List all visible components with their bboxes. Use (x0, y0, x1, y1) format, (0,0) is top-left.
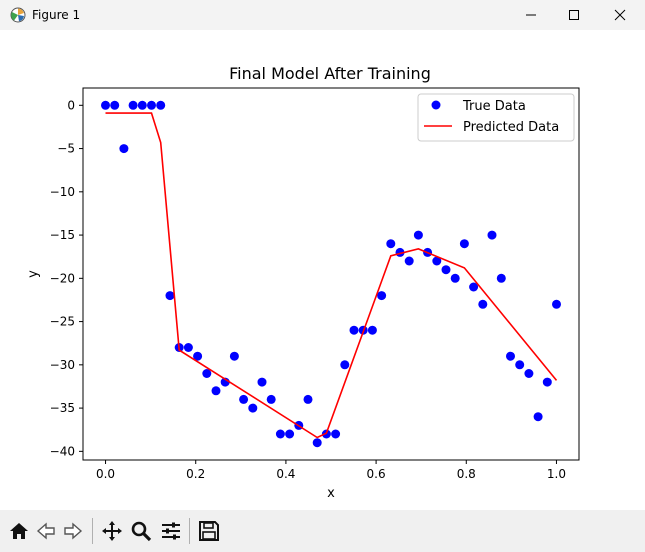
data-point (128, 100, 138, 110)
data-point (239, 394, 249, 404)
data-point (404, 256, 414, 266)
navigation-toolbar (0, 510, 645, 552)
close-button[interactable] (597, 0, 643, 30)
matplotlib-app-icon (10, 7, 26, 23)
data-point (285, 429, 295, 439)
data-point (248, 403, 258, 413)
data-point (542, 377, 552, 387)
minimize-button[interactable] (508, 0, 554, 30)
legend-marker-true-data (431, 100, 441, 110)
x-tick-label: 0.2 (186, 467, 205, 481)
data-point (432, 256, 442, 266)
y-tick-label: −35 (50, 401, 75, 415)
y-ticks: 0 −5 −10 −15 −20 −25 −30 −35 −40 (50, 98, 83, 458)
data-point (349, 325, 359, 335)
close-icon (614, 9, 626, 21)
data-point (340, 360, 350, 370)
window-title: Figure 1 (32, 8, 81, 22)
data-point (487, 230, 497, 240)
data-point (524, 369, 534, 378)
x-tick-label: 0.0 (96, 467, 115, 481)
configure-subplots-button[interactable] (158, 518, 184, 544)
x-tick-label: 0.6 (367, 467, 386, 481)
legend-label-true-data: True Data (462, 99, 526, 114)
data-point (533, 412, 543, 422)
chart: Final Model After Training 0.0 0.2 0.4 0.6 0… (26, 64, 580, 501)
figure-canvas: Final Model After Training 0.0 0.2 0.4 0.6 0… (0, 30, 645, 510)
chart-marks (101, 100, 561, 448)
data-point (413, 230, 423, 240)
data-point (515, 360, 525, 370)
chart-title: Final Model After Training (229, 64, 431, 83)
series-line-predicted-data (105, 112, 558, 439)
legend-box (417, 93, 575, 142)
data-point (459, 239, 469, 249)
x-tick-label: 0.8 (457, 467, 476, 481)
data-point (202, 369, 212, 378)
pan-button[interactable] (99, 518, 125, 544)
toolbar-separator (92, 518, 93, 544)
legend: True Data Predicted Data (417, 93, 575, 142)
save-button[interactable] (196, 518, 222, 544)
save-icon (199, 521, 219, 541)
forward-icon (64, 522, 83, 540)
window-titlebar: Figure 1 (0, 0, 645, 30)
data-point (275, 429, 285, 439)
data-point (469, 282, 479, 292)
x-tick-label: 0.4 (276, 467, 295, 481)
axes-frame (82, 87, 580, 461)
y-axis-label: y (26, 270, 41, 278)
data-point (386, 239, 396, 249)
x-tick-label: 1.0 (547, 467, 566, 481)
pan-icon (102, 521, 122, 541)
data-point (303, 394, 313, 404)
data-point (506, 351, 515, 361)
legend-label-predicted-data: Predicted Data (463, 120, 559, 135)
data-point (229, 351, 239, 361)
home-button[interactable] (6, 518, 32, 544)
x-ticks: 0.0 0.2 0.4 0.6 0.8 1.0 (96, 460, 566, 481)
y-tick-label: −10 (50, 185, 75, 199)
x-axis-label: x (327, 486, 335, 501)
data-point (331, 429, 341, 439)
configure-subplots-icon (162, 522, 180, 540)
zoom-icon (131, 521, 152, 542)
zoom-button[interactable] (128, 518, 154, 544)
y-tick-label: −40 (50, 444, 75, 458)
data-point (211, 386, 221, 396)
maximize-button[interactable] (551, 0, 597, 30)
data-point (367, 325, 377, 335)
data-point (119, 144, 129, 154)
y-tick-label: 0 (67, 98, 75, 112)
data-point (110, 100, 120, 110)
y-tick-label: −20 (50, 271, 75, 285)
forward-button[interactable] (60, 518, 86, 544)
data-point (137, 100, 147, 110)
data-point (552, 299, 561, 309)
toolbar-separator (189, 518, 190, 544)
y-tick-label: −5 (57, 142, 75, 156)
data-point (257, 377, 267, 387)
data-point (450, 273, 460, 283)
data-point (183, 343, 193, 352)
back-button[interactable] (33, 518, 59, 544)
data-point (165, 291, 175, 301)
data-point (266, 394, 276, 404)
data-point (156, 100, 166, 110)
y-tick-label: −15 (50, 228, 75, 242)
maximize-icon (569, 10, 579, 20)
data-point (193, 351, 203, 361)
y-tick-label: −30 (50, 358, 75, 372)
data-point (496, 273, 506, 283)
data-point (101, 100, 110, 110)
data-point (478, 299, 488, 309)
data-point (147, 100, 156, 110)
minimize-icon (526, 14, 536, 16)
data-point (312, 438, 322, 448)
data-point (441, 265, 451, 275)
data-point (377, 291, 387, 301)
y-tick-label: −25 (50, 315, 75, 329)
home-icon (10, 523, 28, 539)
back-icon (36, 522, 55, 540)
